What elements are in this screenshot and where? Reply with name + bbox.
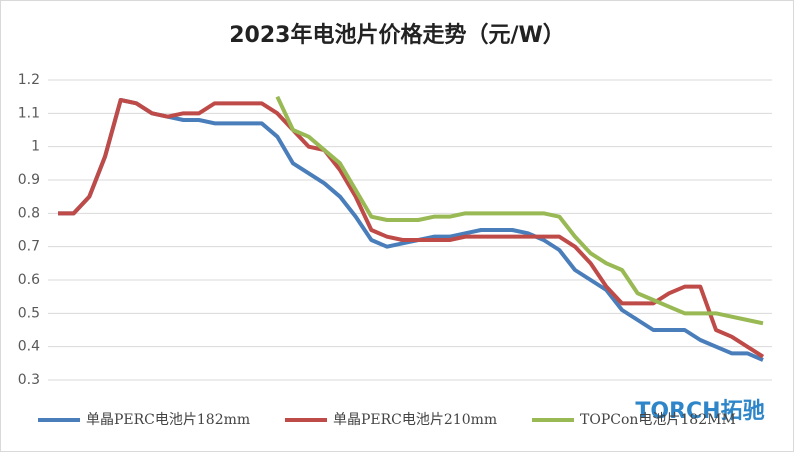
series-line: [58, 98, 765, 359]
chart-title: 2023年电池片价格走势（元/W）: [229, 22, 565, 48]
y-tick-label: 0.8: [18, 205, 40, 221]
y-tick-label: 0.9: [18, 172, 40, 188]
legend-label: TOPCon电池片182MM: [580, 412, 736, 428]
y-tick-label: 0.5: [18, 305, 40, 321]
y-tick-label: 0.6: [18, 272, 40, 288]
y-tick-label: 1: [31, 139, 40, 155]
legend-label: 单晶PERC电池片182mm: [86, 412, 250, 428]
y-tick-label: 1.1: [18, 105, 40, 121]
y-tick-label: 1.2: [18, 72, 40, 88]
logo: TORCH拓驰: [635, 399, 764, 424]
y-tick-label: 0.3: [18, 372, 40, 388]
y-tick-label: 0.4: [18, 339, 40, 355]
series-line: [275, 95, 764, 326]
y-tick-label: 0.7: [18, 239, 40, 255]
legend-label: 单晶PERC电池片210mm: [333, 412, 497, 428]
